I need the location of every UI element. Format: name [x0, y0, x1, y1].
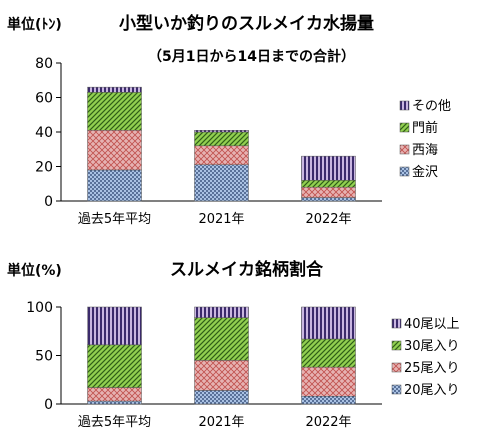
chart1-legend-swatch — [399, 144, 410, 155]
chart2-title: スルメイカ銘柄割合 — [170, 259, 324, 280]
chart2-bar-2-2 — [194, 360, 249, 391]
chart2-category-label: 2021年 — [198, 415, 244, 430]
chart2-legend-swatch — [391, 362, 402, 373]
chart2-y-tick-label: 100 — [26, 300, 53, 316]
chart2-bar-1-2 — [87, 387, 142, 402]
chart1-bar-1-2 — [87, 130, 142, 171]
chart2-bar-3-4 — [301, 306, 356, 340]
chart1-bar-2-2 — [194, 145, 249, 166]
chart1-y-tick-label: 80 — [35, 56, 53, 72]
chart2-legend-label: 20尾入り — [404, 383, 460, 398]
chart2-legend-swatch — [391, 340, 402, 351]
chart2-legend-swatch — [391, 384, 402, 395]
chart2-legend-label: 25尾入り — [404, 361, 460, 376]
chart1-category-label: 2022年 — [305, 212, 351, 227]
chart1-legend-swatch — [399, 100, 410, 111]
chart2-bar-3-2 — [301, 366, 356, 397]
chart2-legend-label: 40尾以上 — [404, 317, 460, 332]
chart2-category-label: 2022年 — [305, 415, 351, 430]
chart2-legend-swatch — [391, 318, 402, 329]
chart2-unit-label: 単位(%) — [7, 262, 62, 279]
chart2-y-tick-label: 0 — [44, 397, 53, 413]
chart1-bar-3-4 — [301, 155, 356, 181]
chart2-plot: 0 50 100 過去5年平均 2021年 2022年 40尾以上 30尾入り 25尾入り 20尾… — [26, 300, 459, 430]
chart2-legend-label: 30尾入り — [404, 339, 460, 354]
chart1-y-tick-label: 40 — [35, 125, 53, 141]
chart1-legend-label: その他 — [412, 99, 451, 114]
chart1-bar-3-1 — [301, 197, 356, 202]
chart2-bar-2-3 — [194, 317, 249, 361]
chart1-legend-swatch — [399, 166, 410, 177]
chart2-y-tick-label: 50 — [35, 349, 53, 365]
chart1-bar-2-3 — [194, 131, 249, 147]
chart2-bar-1-3 — [87, 344, 142, 388]
chart1-y-tick-label: 60 — [35, 91, 53, 107]
chart1-category-label: 過去5年平均 — [78, 212, 151, 227]
chart1-bar-3-3 — [301, 180, 356, 188]
chart2-bar-1-4 — [87, 306, 142, 346]
chart1-bar-2-1 — [194, 164, 249, 202]
chart1-y-tick-label: 0 — [44, 194, 53, 210]
chart1-unit-label: 単位(ﾄﾝ) — [7, 16, 62, 33]
chart2-category-label: 過去5年平均 — [78, 415, 151, 430]
chart1-legend-swatch — [399, 122, 410, 133]
chart1-y-tick-label: 20 — [35, 160, 53, 176]
chart1-bar-3-2 — [301, 186, 356, 198]
chart1-legend-label: 金沢 — [412, 164, 438, 180]
chart1-bar-1-3 — [87, 92, 142, 131]
chart2-bar-3-3 — [301, 338, 356, 368]
chart1-bar-2-4 — [194, 130, 249, 133]
chart2-bar-1-1 — [87, 400, 142, 405]
chart1-legend-label: 門前 — [412, 120, 438, 136]
chart2-bar-2-1 — [194, 390, 249, 405]
chart1-subtitle: （5月1日から14日までの合計） — [148, 48, 355, 65]
chart2-bar-2-4 — [194, 306, 249, 318]
chart1-bar-1-1 — [87, 169, 142, 202]
chart1-bar-1-4 — [87, 86, 142, 93]
chart1-category-label: 2021年 — [198, 212, 244, 227]
chart1-title: 小型いか釣りのスルメイカ水揚量 — [119, 13, 374, 34]
chart2-bar-3-1 — [301, 395, 356, 405]
chart1-legend-label: 西海 — [412, 143, 438, 158]
